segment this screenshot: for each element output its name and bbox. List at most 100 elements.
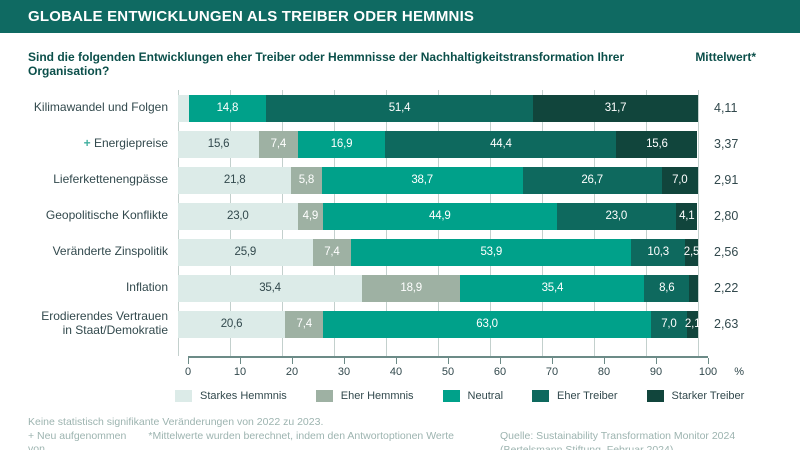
- bar-value: 25,9: [234, 246, 257, 258]
- bar-segment: 63,0: [323, 310, 651, 338]
- legend-item: Starkes Hemmnis: [175, 390, 287, 402]
- chart-row: Erodierendes Vertrauen in Staat/Demokrat…: [10, 306, 800, 342]
- bar-segment: 15,6: [616, 130, 698, 158]
- bar-segment: 7,0: [661, 166, 698, 194]
- legend: Starkes Hemmnis Eher Hemmnis Neutral Eher T…: [175, 390, 800, 402]
- bar-track: 14,8 51,4 31,7: [178, 94, 698, 122]
- bar-value: 44,9: [429, 210, 451, 222]
- legend-label: Neutral: [467, 390, 504, 402]
- row-label: Erodierendes Vertrauen in Staat/Demokrat…: [41, 309, 168, 337]
- footnote-line-1: Keine statistisch signifikante Veränderu…: [28, 416, 324, 428]
- bar-value: 23,0: [605, 210, 628, 222]
- bar-value: 10,3: [647, 246, 669, 258]
- axis-tick-label: 20: [285, 366, 299, 378]
- page-title: GLOBALE ENTWICKLUNGEN ALS TREIBER ODER H…: [28, 8, 475, 25]
- bar-segment: 8,6: [644, 274, 690, 302]
- mittelwert-value: 2,56: [714, 245, 739, 259]
- bar-segment: 23,0: [178, 202, 298, 230]
- bar-value: 7,0: [672, 174, 688, 186]
- bar-value: 18,9: [400, 282, 422, 294]
- axis-tick-label: 0: [184, 366, 192, 378]
- axis-tick: [604, 358, 605, 364]
- bar-track: 21,8 5,8 38,7 26,7 7,0: [178, 166, 698, 194]
- mittelwert-value: 4,11: [714, 101, 738, 115]
- axis-tick: [552, 358, 553, 364]
- footnotes: Keine statistisch signifikante Veränderu…: [0, 402, 800, 450]
- new-item-plus-marker: +: [83, 136, 94, 151]
- bar-value: 63,0: [476, 318, 498, 330]
- bar-segment: 38,7: [321, 166, 523, 194]
- bar-track: 35,4 18,9 35,4 8,6: [178, 274, 698, 302]
- chart-row: Geopolitische Konflikte 23,0 4,9 44,9 23,0 4,…: [10, 198, 800, 234]
- bar-segment: 16,9: [297, 130, 386, 158]
- mittelwert-value: 2,63: [714, 317, 739, 331]
- bar-segment: 25,9: [178, 238, 313, 266]
- bar-track: 20,6 7,4 63,0 7,0 2,1: [178, 310, 701, 338]
- axis-tick: [396, 358, 397, 364]
- axis-tick-label: 60: [493, 366, 507, 378]
- axis-tick: [240, 358, 241, 364]
- chart-row: Kilimawandel und Folgen 14,8 51,4 31,7 4,11: [10, 90, 800, 126]
- bar-segment: [689, 274, 698, 302]
- bar-value: 31,7: [604, 102, 627, 114]
- legend-item: Eher Treiber: [532, 390, 618, 402]
- bar-segment: [178, 94, 189, 122]
- legend-swatch: [442, 390, 460, 402]
- bar-segment: 7,4: [312, 238, 352, 266]
- bar-segment: 5,8: [291, 166, 322, 194]
- bar-value: 4,9: [302, 210, 319, 222]
- bar-value: 35,4: [541, 282, 564, 294]
- bar-segment: 4,9: [297, 202, 324, 230]
- axis-tick: [448, 358, 449, 364]
- legend-label: Starkes Hemmnis: [200, 390, 287, 402]
- axis-tick: [656, 358, 657, 364]
- bar-value: 14,8: [216, 102, 239, 114]
- row-label: + Energiepreise: [83, 136, 168, 151]
- gridline: [698, 90, 699, 356]
- axis-tick-label: 90: [649, 366, 663, 378]
- bar-track: 15,6 7,4 16,9 44,4 15,6: [178, 130, 698, 158]
- legend-item: Neutral: [442, 390, 504, 402]
- question-row: Sind die folgenden Entwicklungen eher Tr…: [0, 33, 800, 78]
- axis-tick: [708, 358, 709, 364]
- mittelwert-value: 2,91: [714, 173, 739, 187]
- bar-segment: 20,6: [178, 310, 286, 338]
- bar-segment: 7,4: [259, 130, 298, 158]
- axis-unit-label: %: [734, 366, 744, 378]
- axis-tick: [292, 358, 293, 364]
- legend-swatch: [532, 390, 550, 402]
- bar-segment: 7,0: [650, 310, 688, 338]
- bar-value: 38,7: [411, 174, 433, 186]
- chart-rows: Kilimawandel und Folgen 14,8 51,4 31,7 4,11 +…: [10, 90, 800, 342]
- bar-value: 7,4: [296, 318, 313, 330]
- bar-value: 4,1: [679, 210, 695, 222]
- row-label: Kilimawandel und Folgen: [33, 100, 168, 115]
- bar-segment: 35,4: [178, 274, 363, 302]
- legend-label: Eher Treiber: [557, 390, 618, 402]
- bar-track: 25,9 7,4 53,9 10,3 2,5: [178, 238, 699, 266]
- mittelwert-value: 2,80: [714, 209, 739, 223]
- bar-value: 23,0: [227, 210, 249, 222]
- bar-value: 53,9: [480, 246, 503, 258]
- legend-label: Starker Treiber: [671, 390, 745, 402]
- axis-tick-label: 40: [389, 366, 403, 378]
- bar-segment: 31,7: [533, 94, 698, 122]
- bar-segment: 4,1: [676, 202, 698, 230]
- bar-value: 2,1: [684, 318, 701, 330]
- bar-value: 35,4: [259, 282, 281, 294]
- bar-value: 8,6: [659, 282, 675, 294]
- bar-segment: 15,6: [178, 130, 260, 158]
- axis-tick: [344, 358, 345, 364]
- bar-value: 20,6: [220, 318, 243, 330]
- bar-segment: 2,1: [684, 310, 701, 338]
- bar-value: 16,9: [330, 138, 353, 150]
- axis-tick-label: 30: [337, 366, 351, 378]
- bar-value: 15,6: [646, 138, 668, 150]
- chart-row: + Energiepreise 15,6 7,4 16,9 44,4 15,6 3,37: [10, 126, 800, 162]
- axis-tick: [188, 358, 189, 364]
- bar-value: 15,6: [207, 138, 230, 150]
- chart-row: Veränderte Zinspolitik 25,9 7,4 53,9 10,3 2,5…: [10, 234, 800, 270]
- mittelwert-column-header: Mittelwert*: [695, 50, 756, 64]
- bar-segment: 10,3: [631, 238, 685, 266]
